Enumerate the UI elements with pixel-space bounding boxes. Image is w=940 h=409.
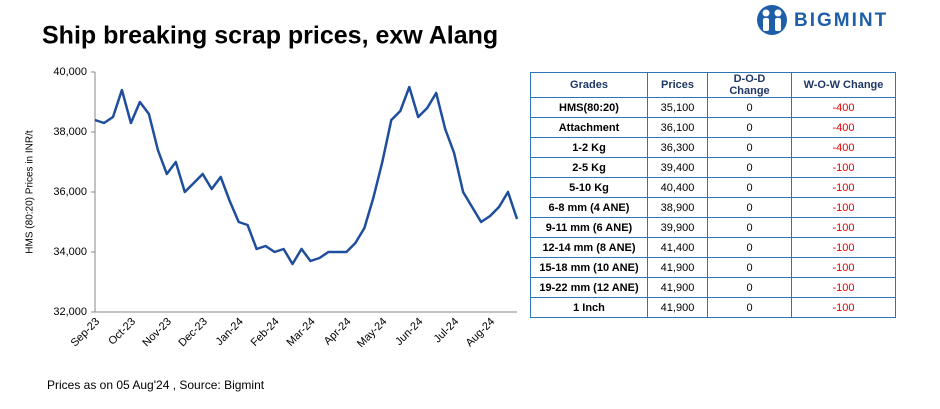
x-tick-label: Dec-23 xyxy=(176,316,210,350)
table-cell: -100 xyxy=(791,257,896,278)
table-cell: 0 xyxy=(707,297,792,318)
table-cell: 0 xyxy=(707,117,792,138)
y-tick-label: 38,000 xyxy=(53,126,87,138)
table-cell: 0 xyxy=(707,277,792,298)
table-cell: -400 xyxy=(791,137,896,158)
table-cell: 41,900 xyxy=(647,297,708,318)
x-tick-label: Sep-23 xyxy=(69,316,103,350)
table-cell: 1-2 Kg xyxy=(530,137,648,158)
table-cell: 36,300 xyxy=(647,137,708,158)
x-tick-label: Jun-24 xyxy=(393,316,425,348)
table-row: 19-22 mm (12 ANE) 41,900 0 -100 xyxy=(530,277,896,298)
x-tick-label: Oct-23 xyxy=(106,316,138,348)
table-row: Attachment 36,100 0 -400 xyxy=(530,117,896,138)
x-tick-label: Mar-24 xyxy=(285,316,318,349)
table-body: HMS(80:20) 35,100 0 -400 Attachment 36,100 0 -4… xyxy=(530,97,896,318)
x-tick-label: Jul-24 xyxy=(432,316,462,346)
y-tick-label: 40,000 xyxy=(53,66,87,78)
table-cell: 39,900 xyxy=(647,217,708,238)
table-row: 9-11 mm (6 ANE) 39,900 0 -100 xyxy=(530,217,896,238)
logo-icon xyxy=(757,5,787,35)
table-cell: 41,900 xyxy=(647,257,708,278)
table-cell: 41,400 xyxy=(647,237,708,258)
x-tick-label: Nov-23 xyxy=(140,316,174,350)
table-cell: Attachment xyxy=(530,117,648,138)
y-tick-label: 32,000 xyxy=(53,306,87,318)
table-cell: 2-5 Kg xyxy=(530,157,648,178)
table-cell: -100 xyxy=(791,157,896,178)
table-cell: -400 xyxy=(791,117,896,138)
x-tick-label: Apr-24 xyxy=(322,316,354,348)
table-cell: 35,100 xyxy=(647,97,708,118)
table-cell: 6-8 mm (4 ANE) xyxy=(530,197,648,218)
column-header: Grades xyxy=(530,72,648,98)
table-cell: 1 Inch xyxy=(530,297,648,318)
x-tick-label: Jan-24 xyxy=(214,316,246,348)
table-cell: -100 xyxy=(791,237,896,258)
column-header: D-O-D Change xyxy=(707,72,792,98)
table-header: Grades Prices D-O-D Change W-O-W Change xyxy=(530,72,896,98)
table-cell: 0 xyxy=(707,137,792,158)
table-cell: 0 xyxy=(707,257,792,278)
price-table: Grades Prices D-O-D Change W-O-W Change HMS… xyxy=(530,72,896,318)
table-cell: 15-18 mm (10 ANE) xyxy=(530,257,648,278)
table-cell: -100 xyxy=(791,297,896,318)
table-cell: -100 xyxy=(791,277,896,298)
table-cell: -400 xyxy=(791,97,896,118)
column-header: W-O-W Change xyxy=(791,72,896,98)
table-cell: -100 xyxy=(791,197,896,218)
table-cell: HMS(80:20) xyxy=(530,97,648,118)
table-cell: 38,900 xyxy=(647,197,708,218)
table-cell: 0 xyxy=(707,177,792,198)
footnote: Prices as on 05 Aug'24 , Source: Bigmint xyxy=(47,378,265,392)
table-cell: 41,900 xyxy=(647,277,708,298)
table-cell: 0 xyxy=(707,97,792,118)
table-cell: -100 xyxy=(791,177,896,198)
table-row: HMS(80:20) 35,100 0 -400 xyxy=(530,97,896,118)
table-cell: 19-22 mm (12 ANE) xyxy=(530,277,648,298)
table-cell: 0 xyxy=(707,157,792,178)
chart-title: Ship breaking scrap prices, exw Alang xyxy=(42,22,498,50)
x-tick-label: Aug-24 xyxy=(464,316,498,350)
table-cell: 0 xyxy=(707,237,792,258)
y-axis-label: HMS (80:20) Prices in INR/t xyxy=(25,130,36,254)
table-row: 5-10 Kg 40,400 0 -100 xyxy=(530,177,896,198)
table-cell: 9-11 mm (6 ANE) xyxy=(530,217,648,238)
table-cell: -100 xyxy=(791,217,896,238)
table-cell: 40,400 xyxy=(647,177,708,198)
logo-text: BIGMINT xyxy=(794,10,888,31)
table-cell: 39,400 xyxy=(647,157,708,178)
table-cell: 36,100 xyxy=(647,117,708,138)
x-tick-label: Feb-24 xyxy=(249,316,282,349)
table-row: 6-8 mm (4 ANE) 38,900 0 -100 xyxy=(530,197,896,218)
table-cell: 12-14 mm (8 ANE) xyxy=(530,237,648,258)
table-row: 15-18 mm (10 ANE) 41,900 0 -100 xyxy=(530,257,896,278)
y-tick-label: 34,000 xyxy=(53,246,87,258)
table-row: 1-2 Kg 36,300 0 -400 xyxy=(530,137,896,158)
table-row: 12-14 mm (8 ANE) 41,400 0 -100 xyxy=(530,237,896,258)
line-series xyxy=(94,85,519,266)
y-tick-label: 36,000 xyxy=(53,186,87,198)
table-cell: 5-10 Kg xyxy=(530,177,648,198)
table-cell: 0 xyxy=(707,217,792,238)
column-header: Prices xyxy=(647,72,708,98)
table-cell: 0 xyxy=(707,197,792,218)
table-row: 2-5 Kg 39,400 0 -100 xyxy=(530,157,896,178)
x-tick-label: May-24 xyxy=(355,316,389,350)
table-row: 1 Inch 41,900 0 -100 xyxy=(530,297,896,318)
